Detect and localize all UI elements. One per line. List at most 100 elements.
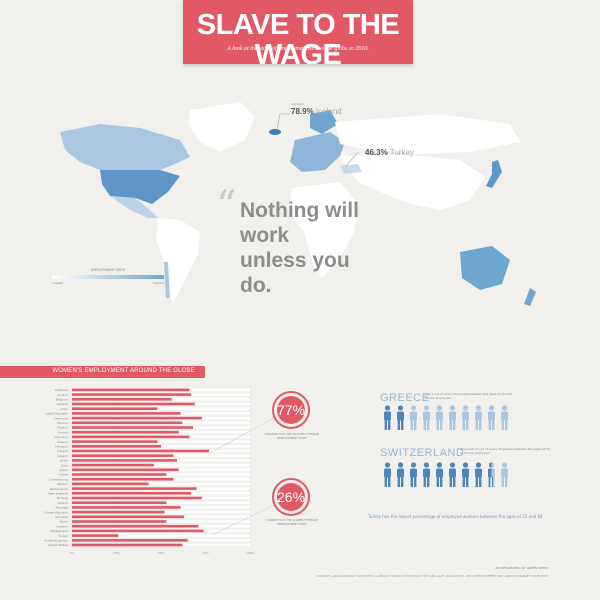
bar-italy [72,463,154,467]
category-label: Turkey [57,534,68,538]
legend-high: Highest [152,281,164,285]
quote-mark: “ [216,183,237,229]
bar-belgium [72,398,172,401]
bar-portugal [72,506,181,509]
category-label: Finland [57,426,68,430]
page-title: SLAVE TO THE WAGE [196,9,400,71]
iceland-tiny-label: HIGHEST [291,102,305,106]
page-subtitle: A look at the state of employment across… [227,46,369,52]
turkey-pct: 46.3% [365,148,388,157]
map-canada [60,124,190,172]
x-tick-label: 75% [202,551,209,555]
bar-turkey [72,534,119,537]
map-russia [335,114,520,154]
bar-japan [72,468,179,472]
bar-mexico [72,482,149,486]
bar-chile [72,407,158,410]
legend-gradient [52,275,164,279]
category-label: Hungary [55,445,68,449]
bar-track [72,440,250,443]
credit: AN INFOGRAPHIC BY GREEN SHEEP [495,566,548,570]
bar-united-kingdom [72,539,188,542]
person-icon [500,462,509,488]
map-asia [340,154,485,210]
category-label: Germany [54,435,68,439]
bar-greece [72,440,158,443]
bar-track [72,482,250,486]
low-stat-value: 26% [277,483,305,511]
section-banner: WOMEN'S EMPLOYMENT AROUND THE GLOBE [0,366,205,378]
person-icon [422,405,431,431]
category-label: Slovenia [55,515,68,519]
category-label: United States [48,543,69,547]
low-stat-circle: 26% [272,478,310,516]
map-greenland [188,102,255,152]
category-label: Switzerland [51,529,69,533]
bar-ireland [72,454,174,457]
map-south-america [156,218,200,302]
bar-germany [72,435,190,439]
category-label: Austria [57,393,68,397]
category-label: Korea [59,473,68,477]
category-label: Sweden [56,524,68,528]
category-label: Australia [55,388,68,392]
switzerland-heading: SWITZERLAND [380,447,465,459]
greece-people [383,405,509,431]
person-icon [383,462,392,488]
map-new-zealand [524,288,536,306]
bar-spain [72,520,167,523]
person-icon [461,462,470,488]
person-icon [448,462,457,488]
bar-poland [72,501,167,504]
person-icon [435,462,444,488]
world-map [60,102,536,306]
iceland-pct: 78.9% [291,107,314,116]
bar-australia [72,388,190,392]
quote-line-1: Nothing will work [240,199,359,247]
category-label: Iceland [57,449,68,453]
category-label: Luxembourg [49,477,68,481]
women-employment-chart: 0% 25% 50% 75% 100% AustraliaAustriaBelgiumCa… [44,386,255,555]
map-mexico [110,196,158,218]
category-label: Israel [60,459,68,463]
x-tick-label: 100% [246,551,255,555]
person-icon [500,405,509,431]
bar-track [72,407,250,410]
category-label: New Zealand [48,492,68,496]
bar-new-zealand [72,492,192,495]
bar-estonia [72,421,183,425]
footer-quote: Turkey has the lowest percentage of empl… [368,514,543,519]
turkey-label: Turkey [389,148,414,157]
category-label: Chile [60,407,68,411]
map-japan [486,160,502,188]
category-label: Czech Republic [45,412,68,416]
high-stat-text: ICELAND HAS THE HIGHEST FEMALE EMPLOYMEN… [264,432,320,440]
bar-korea [72,473,167,476]
person-icon [448,405,457,431]
bar-sweden [72,524,199,528]
x-tick-label: 50% [158,551,165,555]
switzerland-note: More than 8 out of every 10 people betwe… [460,447,550,455]
bar-iceland [72,449,210,453]
category-label: Estonia [57,421,68,425]
category-label: Italy [61,463,68,467]
map-europe [290,132,345,172]
category-label: Canada [57,402,69,406]
category-label: United Kingdom [44,539,68,543]
bar-track [72,534,250,537]
category-label: Norway [57,496,69,500]
map-scandinavia [310,110,338,134]
category-label: Greece [57,440,68,444]
switzerland-people [383,462,509,488]
bar-switzerland [72,529,204,533]
greece-heading: GREECE [380,392,430,404]
person-icon [396,462,405,488]
low-stat-text: TURKEY HAS THE LOWEST FEMALE EMPLOYMENT … [265,518,319,526]
map-legend: EMPLOYMENT RATE Lowest Highest [52,268,164,285]
person-icon [474,405,483,431]
map-usa [100,170,180,204]
section-title: WOMEN'S EMPLOYMENT AROUND THE GLOBE [52,368,195,374]
bar-czech-republic [72,412,181,415]
iceland-label: Iceland [315,107,342,116]
bar-austria [72,393,192,396]
